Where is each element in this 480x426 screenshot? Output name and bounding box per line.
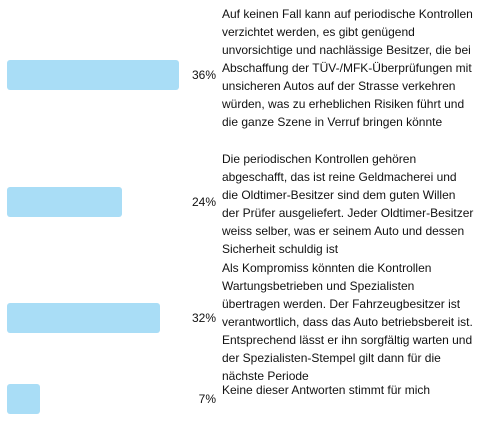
answer-text: Keine dieser Antworten stimmt für mich	[222, 383, 431, 397]
result-percent: 36%	[191, 68, 216, 82]
result-bar	[7, 187, 122, 217]
answer-text: Die periodischen Kontrollen gehören abge…	[222, 152, 474, 256]
answer-text: Auf keinen Fall kann auf periodische Kon…	[222, 7, 473, 129]
result-bar	[7, 60, 179, 90]
result-bar	[7, 384, 40, 414]
answer-text: Als Kompromiss könnten die Kontrollen Wa…	[222, 261, 473, 383]
result-percent: 32%	[191, 311, 216, 325]
result-percent: 7%	[198, 392, 216, 406]
result-bar	[7, 303, 160, 333]
result-percent: 24%	[191, 195, 216, 209]
